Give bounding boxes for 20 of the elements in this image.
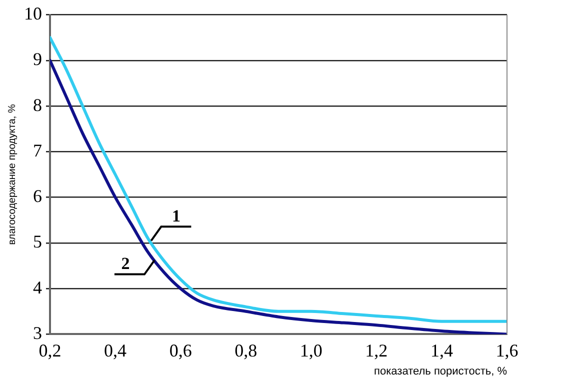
annotation: 2 [121, 254, 130, 274]
x-tick-label: 0,2 [38, 340, 62, 361]
y-tick-label: 9 [33, 49, 42, 70]
x-tick-label: 1,2 [365, 340, 388, 361]
y-tick-label: 8 [33, 94, 42, 115]
y-axis-title: влагосодержание продукта, % [6, 104, 18, 245]
y-tick-label: 4 [33, 277, 42, 298]
annotation: 1 [172, 206, 180, 226]
x-tick-label: 0,6 [169, 340, 192, 361]
y-tick-label: 3 [33, 322, 42, 343]
y-tick-label: 10 [24, 4, 42, 24]
x-tick-label: 0,8 [234, 340, 258, 361]
x-tick-label: 1,4 [430, 340, 453, 361]
x-tick-label: 1,6 [496, 340, 518, 361]
y-tick-label: 7 [33, 140, 42, 160]
x-axis-title: показатель пористость, % [374, 365, 508, 378]
x-tick-label: 1,0 [300, 340, 322, 361]
y-tick-label: 5 [33, 232, 42, 252]
y-tick-label: 6 [33, 186, 42, 206]
x-tick-label: 0,4 [104, 340, 127, 361]
